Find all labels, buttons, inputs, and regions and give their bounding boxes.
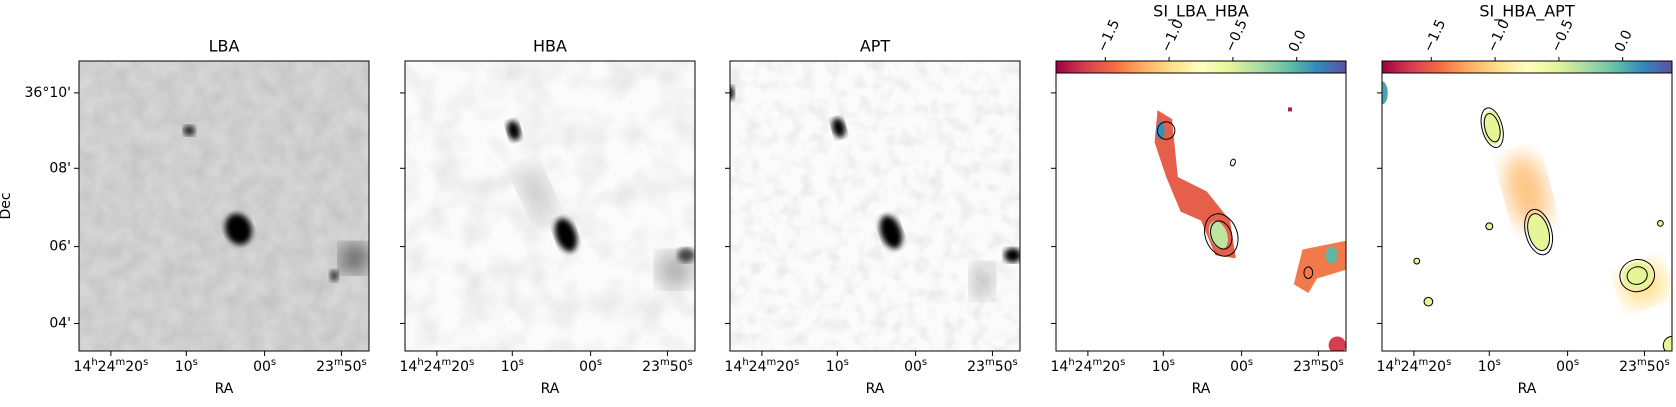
x-tick-label: 23m50s <box>1619 357 1670 375</box>
blob <box>1485 222 1494 231</box>
x-tick-label: 14h24m20s <box>1050 357 1125 375</box>
y-tick-label: 08' <box>49 160 71 176</box>
blob <box>1413 257 1421 265</box>
panel-image <box>78 60 370 352</box>
blob <box>1657 220 1664 227</box>
blob <box>1210 220 1233 250</box>
image <box>79 61 369 351</box>
blob <box>1325 246 1338 264</box>
x-label: RA <box>1518 381 1537 397</box>
blob <box>1303 266 1314 279</box>
x-tick-label: 23m50s <box>316 357 367 375</box>
x-tick-label: 14h24m20s <box>73 357 148 375</box>
blob <box>554 218 578 252</box>
pixel <box>1288 107 1292 112</box>
blob <box>1004 248 1020 263</box>
colorbar-tick-label: −1.0 <box>1158 17 1187 55</box>
blob <box>730 85 735 101</box>
panel-title: HBA <box>533 37 567 56</box>
x-tick-label: 14h24m20s <box>399 357 474 375</box>
blob <box>1480 107 1504 148</box>
blob <box>1382 81 1388 105</box>
image <box>1382 61 1672 351</box>
panel-title: APT <box>860 37 891 56</box>
y-tick-label: 06' <box>49 239 71 255</box>
x-tick-label: 23m50s <box>1293 357 1344 375</box>
x-tick-label: 00s <box>1230 357 1253 375</box>
x-tick-label: 10s <box>175 357 198 375</box>
panel-title: SI_HBA_APT <box>1479 2 1574 22</box>
blob <box>970 264 994 299</box>
blob <box>329 269 339 282</box>
x-tick-label: 00s <box>253 357 276 375</box>
colorbar-tick-label: −1.5 <box>1094 17 1123 55</box>
frame <box>729 60 1021 352</box>
panel-image <box>729 60 1021 352</box>
image <box>405 61 695 351</box>
colorbar-tick-label: 0.0 <box>1612 28 1636 55</box>
blob <box>517 164 554 219</box>
colorbar-tick-label: −1.5 <box>1420 17 1449 55</box>
colorbar <box>1381 60 1673 74</box>
x-tick-label: 00s <box>1556 357 1579 375</box>
blob <box>1423 296 1434 307</box>
noise <box>79 61 369 351</box>
blob <box>1328 336 1346 351</box>
blob <box>1204 213 1239 257</box>
y-label: Dec <box>0 192 14 219</box>
x-label: RA <box>541 381 560 397</box>
x-tick-label: 14h24m20s <box>1376 357 1451 375</box>
blob <box>1527 214 1551 251</box>
blob <box>832 117 846 138</box>
noise <box>730 61 1020 351</box>
panel-title: SI_LBA_HBA <box>1153 2 1249 22</box>
panel-image <box>404 60 696 352</box>
blob <box>1527 213 1551 251</box>
x-label: RA <box>866 381 885 397</box>
image <box>1056 61 1346 351</box>
blob <box>1229 158 1236 167</box>
panel-title: LBA <box>209 37 240 56</box>
blob <box>1626 266 1648 285</box>
blob <box>507 120 521 141</box>
blob <box>879 215 903 249</box>
blob <box>1619 259 1656 293</box>
colorbar-tick-label: −1.0 <box>1484 17 1513 55</box>
x-tick-label: 00s <box>579 357 602 375</box>
x-tick-label: 14h24m20s <box>724 357 799 375</box>
x-tick-label: 23m50s <box>967 357 1018 375</box>
blob <box>1157 121 1176 140</box>
colorbar-tick-label: 0.0 <box>1286 28 1310 55</box>
blob <box>1483 113 1501 143</box>
image <box>730 61 1020 351</box>
x-label: RA <box>215 381 234 397</box>
colorbar <box>1055 60 1347 74</box>
y-tick-label: 04' <box>49 315 71 331</box>
x-tick-label: 10s <box>826 357 849 375</box>
blob <box>225 213 252 245</box>
x-tick-label: 23m50s <box>642 357 693 375</box>
y-tick-label: 36°10' <box>25 85 71 101</box>
x-tick-label: 10s <box>1478 357 1501 375</box>
blob <box>1524 208 1554 256</box>
frame <box>78 60 370 352</box>
colorbar-tick-label: −0.5 <box>1548 17 1577 55</box>
panel-image <box>1381 60 1673 352</box>
x-tick-label: 10s <box>501 357 524 375</box>
colorbar-tick-label: −0.5 <box>1222 17 1251 55</box>
x-tick-label: 10s <box>1152 357 1175 375</box>
frame <box>404 60 696 352</box>
panel-image <box>1055 60 1347 352</box>
blob <box>677 248 695 263</box>
x-tick-label: 00s <box>904 357 927 375</box>
blob <box>340 243 369 273</box>
blob <box>183 125 195 136</box>
x-label: RA <box>1192 381 1211 397</box>
